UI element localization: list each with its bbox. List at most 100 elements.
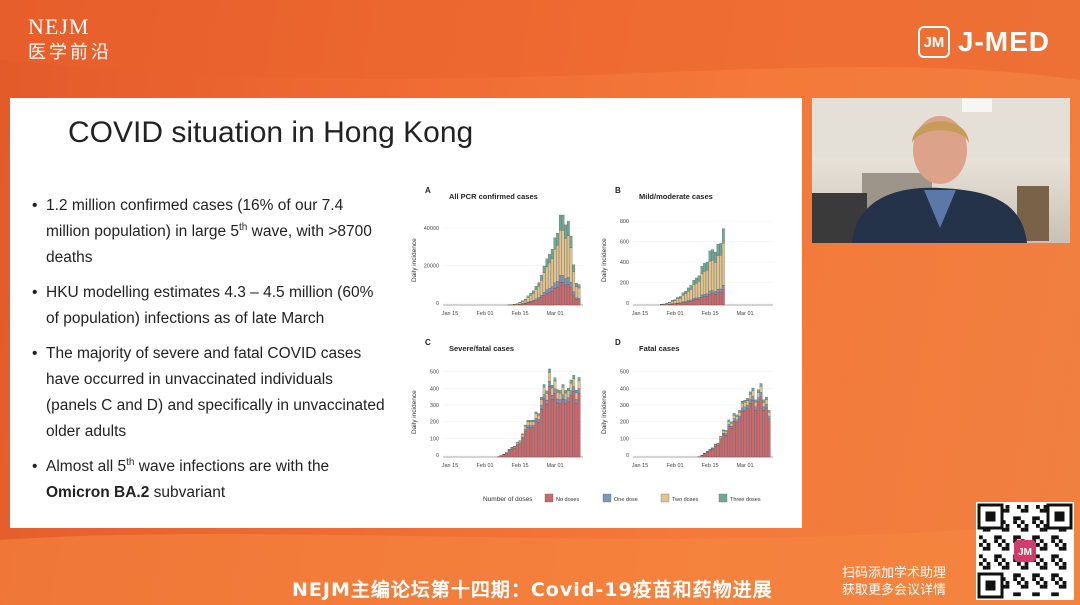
qr-code[interactable]: JM <box>976 502 1074 600</box>
y-tick-label: 0 <box>436 453 439 459</box>
bar-segment <box>510 449 514 458</box>
bar-segment <box>759 396 763 458</box>
bar-segment <box>572 294 576 306</box>
jmed-logo-text: J-MED <box>957 26 1050 57</box>
bar-segment <box>700 297 704 306</box>
bar-segment <box>532 421 535 426</box>
bar-segment <box>724 434 728 458</box>
qr-module <box>998 554 1002 559</box>
bar-segment <box>526 420 530 422</box>
qr-module <box>1043 527 1048 532</box>
bar-segment <box>730 423 733 427</box>
bar-segment <box>732 414 736 419</box>
bar-segment <box>575 392 578 400</box>
qr-module <box>994 558 998 562</box>
bar-segment <box>561 275 565 283</box>
bar-segment <box>727 426 731 458</box>
qr-module <box>1058 546 1063 551</box>
x-tick-label: Mar 01 <box>736 463 753 469</box>
bar-segment <box>708 450 712 458</box>
bar-segment <box>542 295 546 306</box>
bar-segment <box>529 301 532 306</box>
bar-segment <box>727 424 731 427</box>
bar-segment <box>523 426 527 430</box>
qr-logo <box>1014 540 1036 562</box>
qr-module <box>1058 584 1063 589</box>
bar-segment <box>553 288 557 306</box>
panel-letter: C <box>425 338 431 347</box>
bar-segment <box>513 446 516 448</box>
qr-module <box>1043 508 1048 513</box>
bar-segment <box>558 275 562 283</box>
bar-segment <box>577 380 581 389</box>
bar-segment <box>757 397 760 402</box>
bar-segment <box>735 416 739 420</box>
y-tick-label: 100 <box>430 436 439 442</box>
bar-segment <box>767 418 771 458</box>
bar-segment <box>687 291 690 301</box>
bar-segment <box>507 449 511 451</box>
bar-segment <box>540 399 543 406</box>
bar-segment <box>575 297 578 300</box>
bar-segment <box>534 420 538 458</box>
qr-module <box>1055 543 1059 547</box>
bar-segment <box>740 407 744 412</box>
bar-segment <box>532 290 535 294</box>
bar-segment <box>537 419 541 423</box>
bar-segment <box>553 237 557 250</box>
qr-module <box>1036 573 1040 578</box>
qr-module <box>986 527 991 532</box>
bar-segment <box>722 429 725 432</box>
bar-segment <box>567 283 570 306</box>
qr-module <box>1055 581 1059 585</box>
qr-module <box>1017 535 1021 540</box>
panel-title: Fatal cases <box>639 344 679 353</box>
bar-segment <box>746 400 749 406</box>
qr-module <box>1020 527 1025 532</box>
bar-segment <box>716 443 720 445</box>
qr-module <box>998 535 1002 540</box>
bar-segment <box>548 288 551 293</box>
qr-module <box>1062 581 1067 585</box>
bar-segment <box>550 387 554 396</box>
bar-segment <box>548 386 551 458</box>
qr-module <box>1020 577 1025 581</box>
qr-module <box>1005 543 1010 547</box>
bar-segment <box>681 292 685 296</box>
qr-module <box>1051 558 1055 562</box>
qr-module <box>1051 535 1055 540</box>
bar-segment <box>689 285 693 290</box>
bar-segment <box>743 410 747 458</box>
bar-segment <box>762 402 766 407</box>
bar-segment <box>545 399 549 405</box>
qr-module <box>1017 524 1021 528</box>
bar-segment <box>716 292 720 306</box>
bar-segment <box>697 275 701 282</box>
qr-module <box>1062 584 1067 589</box>
bar-segment <box>545 393 549 401</box>
qr-finder-center <box>1054 511 1065 522</box>
bar-segment <box>695 277 698 284</box>
qr-module <box>1039 584 1044 589</box>
bar-segment <box>572 264 576 272</box>
bar-segment <box>569 382 573 391</box>
bar-segment <box>521 303 524 306</box>
bar-segment <box>577 298 581 300</box>
bar-segment <box>719 436 722 438</box>
legend-label: Three doses <box>730 497 761 503</box>
qr-module <box>994 554 998 559</box>
qr-module <box>1005 581 1010 585</box>
qr-module <box>1036 543 1040 547</box>
bar-segment <box>703 453 706 458</box>
bar-segment <box>687 301 690 306</box>
bar-segment <box>526 295 530 298</box>
qr-module <box>982 539 987 543</box>
bar-segment <box>577 393 581 458</box>
qr-module <box>1013 516 1017 521</box>
y-tick-label: 300 <box>430 403 439 409</box>
y-tick-label: 600 <box>620 240 629 246</box>
bar-segment <box>727 419 731 422</box>
bar-segment <box>759 392 763 397</box>
bar-segment <box>692 279 696 285</box>
qr-module <box>1036 524 1040 528</box>
